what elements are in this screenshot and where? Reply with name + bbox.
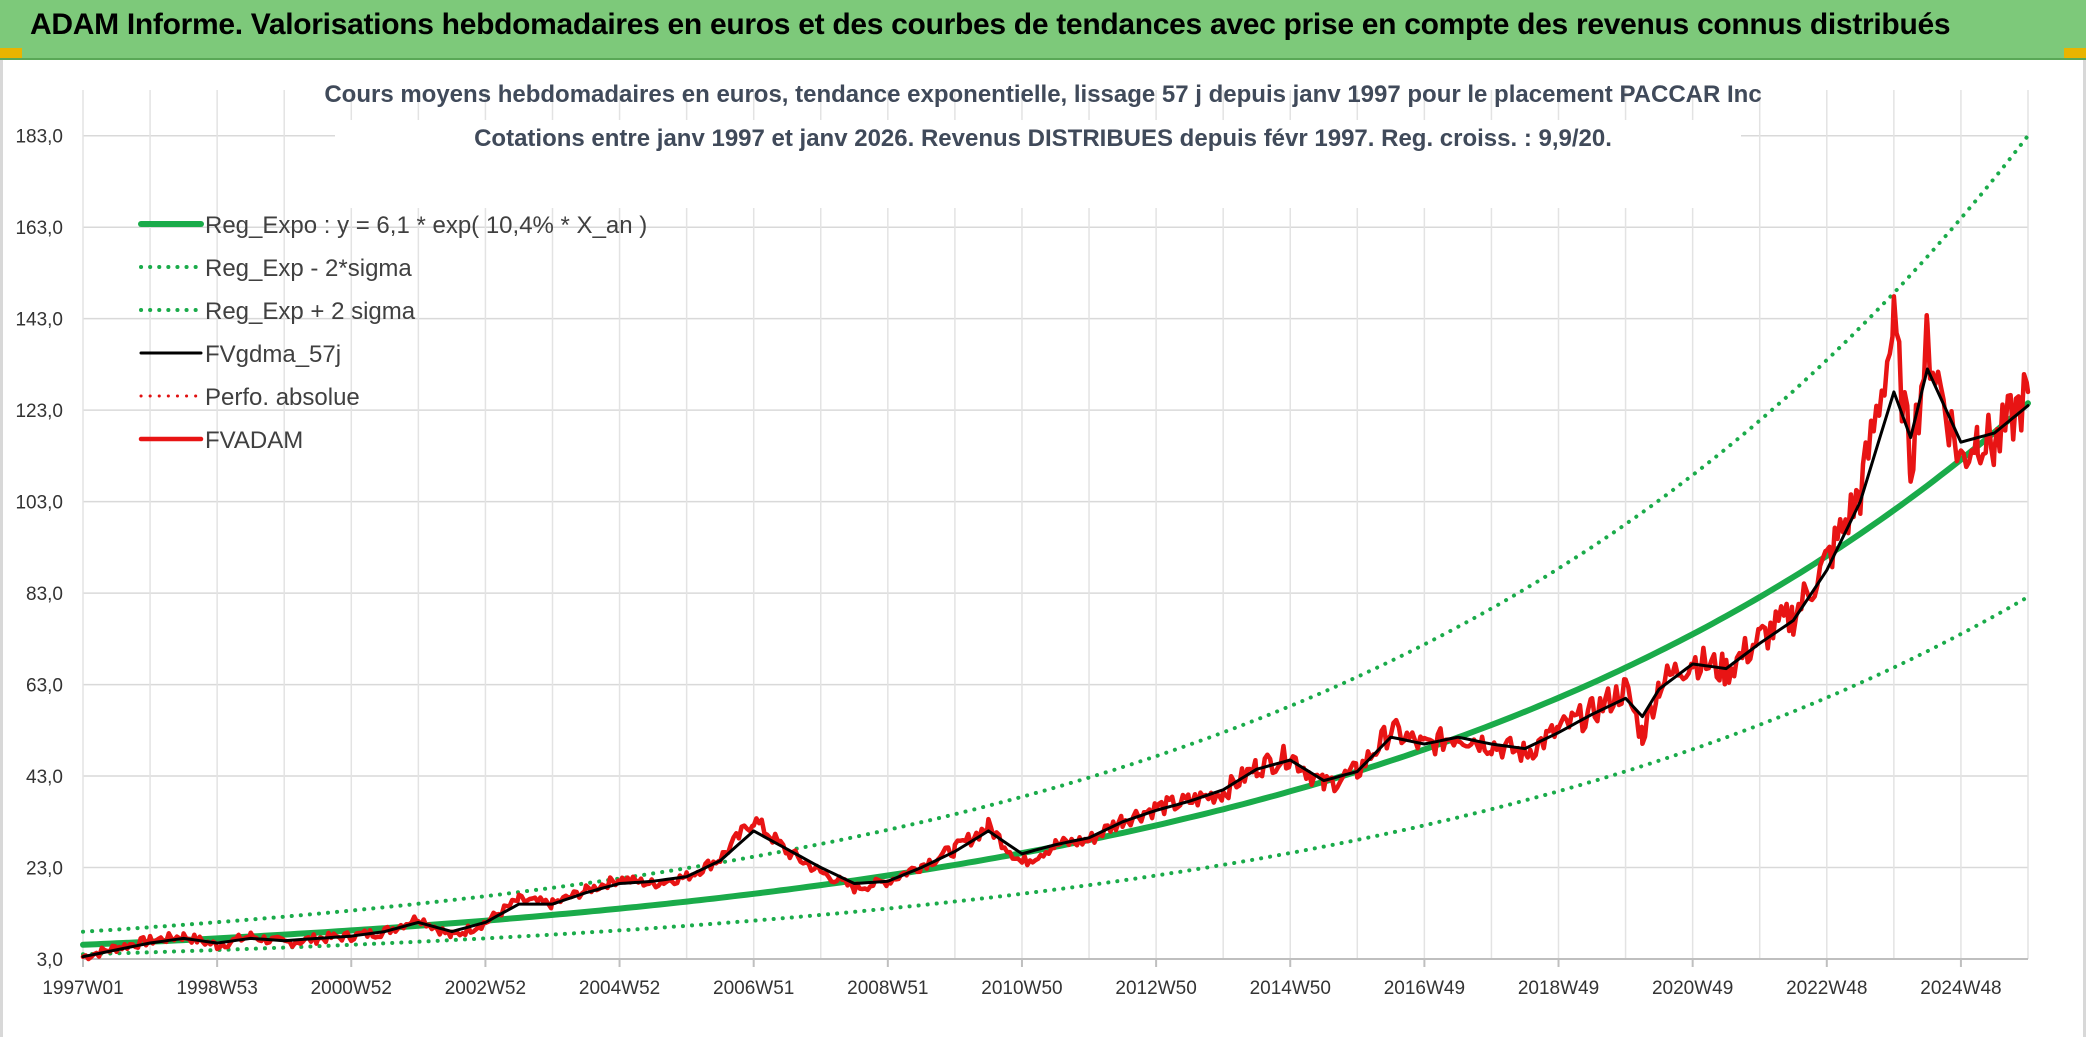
x-tick-label: 1998W53	[176, 978, 257, 999]
y-tick-label: 123,0	[15, 401, 63, 422]
series-layer	[80, 133, 2031, 962]
chart-grid	[82, 90, 2029, 960]
x-tick-label: 2020W49	[1652, 978, 1733, 999]
legend-label: FVADAM	[205, 427, 303, 454]
y-tick-label: 83,0	[26, 584, 63, 605]
series-line-fvgdma-57j	[81, 367, 2030, 959]
legend-label: Reg_Expo : y = 6,1 * exp( 10,4% * X_an )	[205, 212, 647, 239]
y-axis: 3,0 23,0 43,0 63,0 83,0 103,0 123,0 143,0 163,0 1…	[15, 127, 63, 971]
x-tick-label: 2006W51	[713, 978, 794, 999]
y-tick-label: 103,0	[15, 493, 63, 514]
x-tick-label: 2014W50	[1250, 978, 1331, 999]
legend-label: Reg_Exp - 2*sigma	[205, 255, 412, 282]
title-backdrop	[335, 120, 1741, 208]
series-line-fvadam	[80, 294, 2031, 962]
x-tick-label: 2008W51	[847, 978, 928, 999]
banner-title: ADAM Informe. Valorisations hebdomadaire…	[30, 8, 1951, 41]
y-tick-label: 183,0	[15, 127, 63, 148]
x-tick-label: 2012W50	[1115, 978, 1196, 999]
series-line-reg-exp-2-sigma	[81, 594, 2030, 957]
legend: Reg_Expo : y = 6,1 * exp( 10,4% * X_an )…	[138, 212, 647, 454]
price-chart: 3,0 23,0 43,0 63,0 83,0 103,0 123,0 143,0 163,0 1…	[15, 81, 2031, 999]
corner-marker-left	[0, 48, 22, 58]
legend-label: Reg_Exp + 2 sigma	[205, 298, 416, 325]
legend-label: Perfo. absolue	[205, 384, 360, 411]
y-tick-label: 3,0	[37, 950, 63, 971]
y-tick-label: 63,0	[26, 676, 63, 697]
x-tick-label: 2018W49	[1518, 978, 1599, 999]
y-tick-label: 163,0	[15, 218, 63, 239]
chart-title: Cours moyens hebdomadaires en euros, ten…	[324, 81, 1761, 108]
chart-frame: 3,0 23,0 43,0 63,0 83,0 103,0 123,0 143,0 163,0 1…	[0, 60, 2086, 1037]
x-tick-label: 2024W48	[1920, 978, 2001, 999]
x-axis: 1997W01 1998W53 2000W52 2002W52 2004W52 2006W…	[42, 959, 2002, 999]
x-tick-label: 2010W50	[981, 978, 1062, 999]
y-tick-label: 43,0	[26, 767, 63, 788]
x-tick-label: 1997W01	[42, 978, 123, 999]
x-tick-label: 2004W52	[579, 978, 660, 999]
y-tick-label: 143,0	[15, 310, 63, 331]
corner-marker-right	[2064, 48, 2086, 58]
x-tick-label: 2022W48	[1786, 978, 1867, 999]
x-tick-label: 2016W49	[1384, 978, 1465, 999]
legend-label: FVgdma_57j	[205, 341, 341, 368]
x-tick-label: 2000W52	[311, 978, 392, 999]
header-banner: ADAM Informe. Valorisations hebdomadaire…	[0, 0, 2086, 60]
y-tick-label: 23,0	[26, 859, 63, 880]
x-tick-label: 2002W52	[445, 978, 526, 999]
chart-subtitle: Cotations entre janv 1997 et janv 2026. …	[474, 125, 1612, 152]
